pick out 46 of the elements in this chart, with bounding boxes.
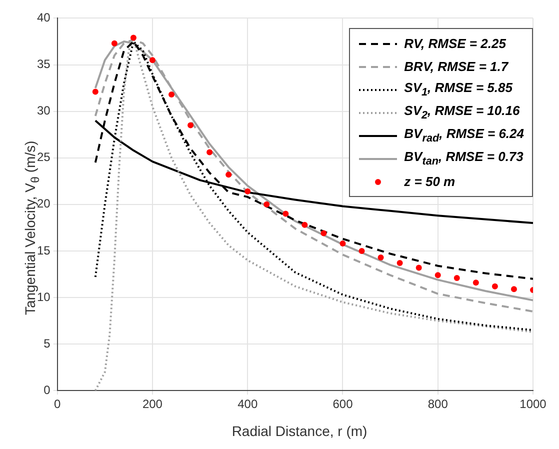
point xyxy=(111,40,118,46)
x-tick-label: 800 xyxy=(428,397,448,412)
legend-label: RV, RMSE = 2.25 xyxy=(404,36,506,51)
point xyxy=(149,57,156,64)
point xyxy=(282,210,289,217)
point xyxy=(92,88,98,95)
x-tick-label: 1000 xyxy=(520,397,547,412)
x-tick-label: 0 xyxy=(54,397,62,412)
point xyxy=(454,274,460,281)
x-tick-label: 400 xyxy=(238,397,258,412)
point xyxy=(168,92,175,98)
point xyxy=(340,240,346,246)
legend-label: SV$_{1}$, RMSE = 5.85 xyxy=(404,80,512,99)
y-tick-label: 35 xyxy=(36,57,51,72)
legend-label: BV$_{rad}$, RMSE = 6.24 xyxy=(404,126,524,145)
point xyxy=(358,248,365,254)
point xyxy=(492,283,498,290)
x-tick-label: 600 xyxy=(332,397,354,412)
y-tick-label: 25 xyxy=(36,150,51,164)
point xyxy=(130,34,136,41)
point xyxy=(226,172,232,178)
point xyxy=(188,122,194,128)
legend-label: z = 50 m xyxy=(404,174,456,189)
legend-label: BRV, RMSE = 1.7 xyxy=(404,59,508,74)
y-tick-label: 0 xyxy=(44,382,51,397)
y-tick-label: 10 xyxy=(36,290,51,304)
y-tick-label: 20 xyxy=(36,196,51,211)
point xyxy=(302,222,308,228)
point xyxy=(510,286,517,292)
point xyxy=(472,280,479,286)
point xyxy=(206,149,213,156)
point xyxy=(416,264,422,271)
x-tick-label: 200 xyxy=(142,397,163,412)
point xyxy=(378,254,384,260)
y-tick-label: 15 xyxy=(36,243,51,258)
legend-label: SV$_{2}$, RMSE = 10.16 xyxy=(404,103,520,122)
y-tick-label: 40 xyxy=(36,10,51,25)
y-tick-label: 30 xyxy=(36,104,51,118)
point xyxy=(244,188,251,194)
y-tick-label: 5 xyxy=(44,336,51,350)
point xyxy=(434,272,441,278)
point xyxy=(320,230,327,236)
point xyxy=(396,260,403,266)
point xyxy=(264,201,270,208)
x-axis-title: Radial Distance, r (m) xyxy=(230,423,368,439)
legend-label: BV$_{tan}$, RMSE = 0.73 xyxy=(404,149,524,168)
